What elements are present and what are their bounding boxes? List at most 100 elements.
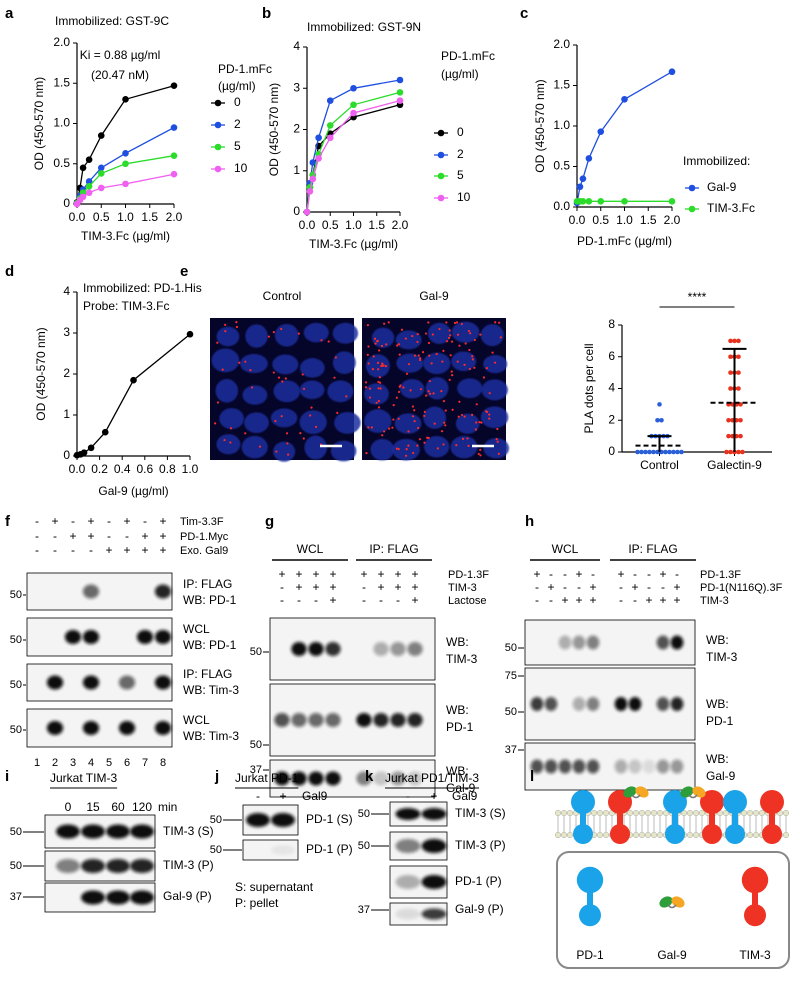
x-tick-label: 0.0 bbox=[69, 462, 86, 476]
band bbox=[356, 713, 372, 727]
nucleus bbox=[216, 326, 240, 347]
y-tick-label: 8 bbox=[608, 317, 615, 331]
nucleus bbox=[334, 411, 361, 434]
lipid-head bbox=[632, 809, 640, 817]
band bbox=[544, 759, 558, 774]
mw-marker: 50 bbox=[358, 840, 370, 852]
sign: - bbox=[535, 580, 539, 594]
pla-dot bbox=[287, 453, 290, 456]
pla-dot bbox=[480, 421, 483, 424]
x-tick-label: 0.0 bbox=[69, 210, 86, 224]
sign: + bbox=[141, 543, 148, 557]
blot-label: WB: bbox=[446, 635, 469, 649]
nucleus bbox=[273, 441, 296, 462]
band bbox=[274, 713, 290, 727]
x-tick-label: 1.0 bbox=[182, 462, 199, 476]
condition-label: TIM-3 bbox=[448, 582, 477, 594]
band bbox=[628, 759, 642, 774]
nucleus bbox=[483, 354, 508, 374]
data-point bbox=[170, 82, 178, 89]
legend-marker bbox=[437, 172, 445, 180]
pla-dot bbox=[397, 390, 401, 394]
mw-marker: 37 bbox=[250, 764, 262, 776]
nucleus bbox=[480, 406, 509, 429]
band bbox=[46, 721, 64, 735]
lane-number: 4 bbox=[88, 757, 94, 769]
fit-line bbox=[76, 333, 191, 456]
lipid-head bbox=[560, 831, 568, 839]
blot-label: PD-1 bbox=[706, 714, 734, 728]
band bbox=[558, 635, 572, 650]
pla-dot bbox=[267, 335, 270, 338]
data-point bbox=[130, 376, 137, 384]
pla-dot bbox=[412, 451, 415, 455]
blot-label: WB: PD-1 bbox=[183, 593, 237, 607]
pla-dot bbox=[417, 354, 420, 357]
data-point bbox=[87, 444, 95, 452]
x-tick-label: 0.5 bbox=[322, 218, 339, 232]
blot-label: PD-1 bbox=[446, 720, 474, 734]
pla-dot bbox=[427, 321, 430, 324]
protein-label: Gal-9 bbox=[657, 948, 687, 962]
pla-dot bbox=[221, 368, 224, 371]
nucleus bbox=[211, 348, 240, 373]
sign: - bbox=[35, 514, 39, 528]
pla-dot bbox=[377, 380, 380, 384]
sign: - bbox=[125, 529, 129, 543]
x-tick-label: 2.0 bbox=[166, 210, 183, 224]
sign: + bbox=[673, 580, 680, 594]
pla-dot bbox=[395, 447, 399, 450]
legend-title: (µg/ml) bbox=[441, 67, 479, 81]
blot-label: TIM-3 bbox=[446, 652, 478, 666]
lipid-head bbox=[596, 809, 604, 817]
cell-dot bbox=[724, 449, 729, 455]
pla-dot bbox=[438, 327, 441, 331]
pla-dot bbox=[479, 448, 482, 451]
x-tick-label: 0.8 bbox=[159, 462, 176, 476]
pla-dot bbox=[427, 390, 430, 393]
data-point bbox=[97, 132, 105, 139]
band bbox=[81, 859, 105, 873]
band bbox=[572, 635, 586, 650]
cell-dot bbox=[655, 417, 660, 423]
x-tick-label: 1.0 bbox=[117, 210, 134, 224]
pla-dot bbox=[458, 400, 461, 403]
pla-dot bbox=[449, 334, 452, 337]
pla-dot bbox=[238, 361, 241, 364]
band bbox=[407, 642, 423, 656]
protein-label: PD-1 bbox=[576, 948, 604, 962]
panel-label: l bbox=[530, 768, 534, 785]
y-tick-label: 4 bbox=[608, 381, 615, 395]
pla-dot bbox=[368, 387, 372, 390]
sign: - bbox=[591, 567, 595, 581]
sign: - bbox=[53, 543, 57, 557]
nucleus bbox=[427, 322, 452, 344]
sign: - bbox=[675, 567, 679, 581]
pla-dot bbox=[398, 353, 401, 356]
pla-dot bbox=[380, 344, 384, 348]
pla-dot bbox=[460, 413, 464, 417]
x-tick-label: 2.0 bbox=[664, 213, 681, 227]
y-tick-label: 1.0 bbox=[53, 116, 70, 130]
pd1-tail bbox=[665, 824, 685, 844]
legend-label: 2 bbox=[457, 147, 464, 161]
data-point bbox=[621, 95, 628, 103]
y-tick-label: 0 bbox=[293, 204, 300, 218]
data-point bbox=[396, 97, 404, 104]
cell-dot bbox=[732, 338, 737, 344]
panel-title: Jurkat TIM-3 bbox=[50, 771, 117, 785]
pla-dot bbox=[491, 351, 494, 354]
annotation: (20.47 nM) bbox=[91, 68, 149, 82]
pla-dot bbox=[405, 372, 409, 375]
band bbox=[390, 771, 406, 786]
sign: - bbox=[362, 593, 366, 607]
blot-label: TIM-3 bbox=[706, 650, 738, 664]
sign: - bbox=[633, 567, 637, 581]
pla-dot bbox=[429, 392, 432, 395]
tim3-stalk bbox=[617, 802, 623, 832]
band bbox=[136, 630, 154, 644]
pla-dot bbox=[281, 380, 284, 383]
tim3-tail bbox=[702, 824, 722, 844]
pla-dot bbox=[411, 334, 414, 338]
